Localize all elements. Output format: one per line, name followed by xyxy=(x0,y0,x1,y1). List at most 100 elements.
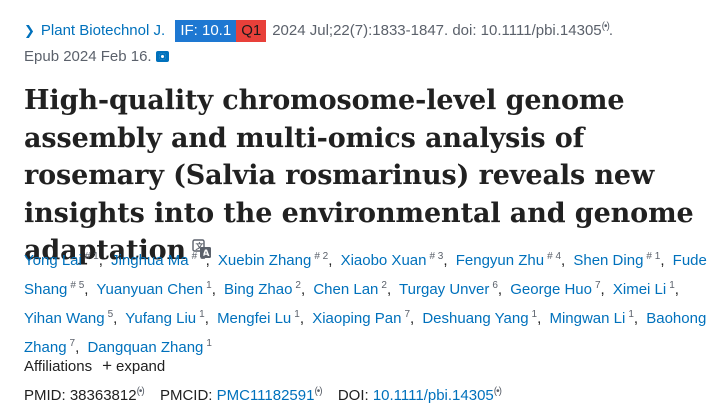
author-entry: Xiaoping Pan 7 xyxy=(312,309,410,327)
author-name-link[interactable]: Xiaoping Pan xyxy=(312,310,402,327)
author-name-link[interactable]: Mingwan Li xyxy=(549,310,626,327)
author-separator: , xyxy=(75,339,80,356)
author-entry: Ximei Li 1 xyxy=(612,280,675,298)
author-affiliation-sup: 1 xyxy=(669,280,675,291)
author-entry: Shen Ding # 1 xyxy=(573,251,661,269)
author-affiliation-sup: 7 xyxy=(404,309,410,320)
author-name-link[interactable]: Bing Zhao xyxy=(224,281,293,298)
author-entry: Fude Shang # 5 xyxy=(24,252,707,298)
author-separator: , xyxy=(204,310,209,327)
pmid-label: PMID: xyxy=(24,387,66,404)
author-entry: Mengfei Lu 1 xyxy=(217,309,300,327)
copy-icon[interactable]: (•) xyxy=(493,386,502,397)
author-affiliation-sup: 1 xyxy=(294,309,300,320)
author-affiliation-sup: 5 xyxy=(107,309,114,320)
copy-icon[interactable]: (•) xyxy=(314,386,322,397)
author-separator: , xyxy=(113,310,118,327)
author-separator: , xyxy=(328,252,333,269)
author-separator: , xyxy=(443,252,448,269)
author-affiliation-sup: # 1 xyxy=(646,251,661,262)
author-name-link[interactable]: Shen Ding xyxy=(573,252,644,269)
author-entry: Mingwan Li 1 xyxy=(549,309,634,327)
author-separator: , xyxy=(660,252,665,269)
author-entry: Yuanyuan Chen 1 xyxy=(96,280,212,298)
author-entry: Jinghua Ma # 1 xyxy=(111,251,206,269)
author-separator: , xyxy=(537,310,542,327)
author-affiliation-sup: # 4 xyxy=(547,251,562,262)
author-entry: Dangquan Zhang 1 xyxy=(87,338,212,356)
author-name-link[interactable]: Xuebin Zhang xyxy=(217,252,312,269)
author-entry: Bing Zhao 2 xyxy=(224,280,301,298)
author-affiliation-sup: # 2 xyxy=(314,251,329,262)
copy-icon[interactable]: (•) xyxy=(136,386,145,397)
author-affiliation-sup: 1 xyxy=(628,309,634,320)
author-name-link[interactable]: Dangquan Zhang xyxy=(87,339,204,356)
doi-link[interactable]: 10.1111/pbi.14305 xyxy=(372,387,494,404)
identifier-row: PMID: 38363812(•) PMCID: PMC11182591(•) … xyxy=(24,382,502,406)
author-name-link[interactable]: Yihan Wang xyxy=(24,310,105,327)
author-name-link[interactable]: Mengfei Lu xyxy=(217,310,292,327)
author-name-link[interactable]: Deshuang Yang xyxy=(422,310,529,327)
chevron-right-icon[interactable]: ❯ xyxy=(24,23,35,38)
author-name-link[interactable]: Jinghua Ma xyxy=(111,252,189,269)
author-entry: Yufang Liu 1 xyxy=(125,309,205,327)
journal-link[interactable]: Plant Biotechnol J. xyxy=(40,22,166,39)
author-separator: , xyxy=(205,252,210,269)
author-affiliation-sup: # 1 xyxy=(191,251,206,262)
author-entry: Fengyun Zhu # 4 xyxy=(455,251,562,269)
author-name-link[interactable]: Turgay Unver xyxy=(399,281,490,298)
pmcid-link[interactable]: PMC11182591 xyxy=(216,387,315,404)
translate-icon[interactable]: 文A xyxy=(192,239,212,259)
author-name-link[interactable]: Fengyun Zhu xyxy=(455,252,545,269)
epub-date: Epub 2024 Feb 16. xyxy=(24,48,152,65)
author-separator: , xyxy=(386,281,392,298)
author-name-link[interactable]: Chen Lan xyxy=(313,281,379,298)
author-affiliation-sup: 7 xyxy=(594,280,601,291)
author-entry: Yong Lai # 1 xyxy=(24,251,99,269)
author-affiliation-sup: 1 xyxy=(206,280,212,291)
author-separator: , xyxy=(211,281,216,298)
author-name-link[interactable]: Xiaobo Xuan xyxy=(340,252,427,269)
affiliations-row: Affiliations + expand xyxy=(24,356,165,377)
author-name-link[interactable]: Yong Lai xyxy=(24,252,82,269)
author-entry: Chen Lan 2 xyxy=(313,280,387,298)
author-list: Yong Lai # 1, Jinghua Ma # 1, Xuebin Zhang… xyxy=(24,244,714,360)
author-entry: Yihan Wang 5 xyxy=(24,309,114,327)
author-entry: Deshuang Yang 1 xyxy=(422,309,537,327)
author-affiliation-sup: # 5 xyxy=(70,280,85,291)
author-affiliation-sup: # 3 xyxy=(429,251,444,262)
author-affiliation-sup: 1 xyxy=(199,309,205,320)
author-name-link[interactable]: George Huo xyxy=(510,281,592,298)
camera-icon[interactable] xyxy=(155,51,169,62)
author-entry: Xuebin Zhang # 2 xyxy=(217,251,329,269)
author-entry: Xiaobo Xuan # 3 xyxy=(340,251,444,269)
author-separator: , xyxy=(561,252,566,269)
author-affiliation-sup: 2 xyxy=(295,280,301,291)
author-entry: Baohong Zhang 7 xyxy=(24,310,706,356)
author-name-link[interactable]: Yuanyuan Chen xyxy=(96,281,204,298)
affiliations-label: Affiliations xyxy=(24,358,93,375)
impact-factor-badge: IF: 10.1 xyxy=(175,20,237,42)
author-separator: , xyxy=(633,310,639,327)
author-separator: , xyxy=(299,310,305,327)
author-affiliation-sup: 1 xyxy=(206,338,212,349)
expand-affiliations-button[interactable]: + expand xyxy=(102,356,166,375)
author-name-link[interactable]: Baohong Zhang xyxy=(24,310,707,356)
copy-icon[interactable]: (•) xyxy=(601,21,610,32)
author-affiliation-sup: 2 xyxy=(381,280,387,291)
article-title: High-quality chromosome-level genome ass… xyxy=(24,82,714,270)
svg-text:A: A xyxy=(203,249,210,259)
author-separator: , xyxy=(98,252,103,269)
expand-label: expand xyxy=(116,358,166,375)
citation-line: ❯ Plant Biotechnol J. IF: 10.1 Q1 2024 Jul;… xyxy=(24,20,613,65)
author-separator: , xyxy=(84,281,89,298)
author-name-link[interactable]: Ximei Li xyxy=(612,281,667,298)
quartile-badge: Q1 xyxy=(236,20,267,42)
author-entry: George Huo 7 xyxy=(510,280,601,298)
author-name-link[interactable]: Fude Shang xyxy=(24,252,707,298)
svg-text:文: 文 xyxy=(196,241,205,251)
author-name-link[interactable]: Yufang Liu xyxy=(125,310,197,327)
pmcid-label: PMCID: xyxy=(159,387,213,404)
author-separator: , xyxy=(600,281,605,298)
author-affiliation-sup: 7 xyxy=(69,338,76,349)
